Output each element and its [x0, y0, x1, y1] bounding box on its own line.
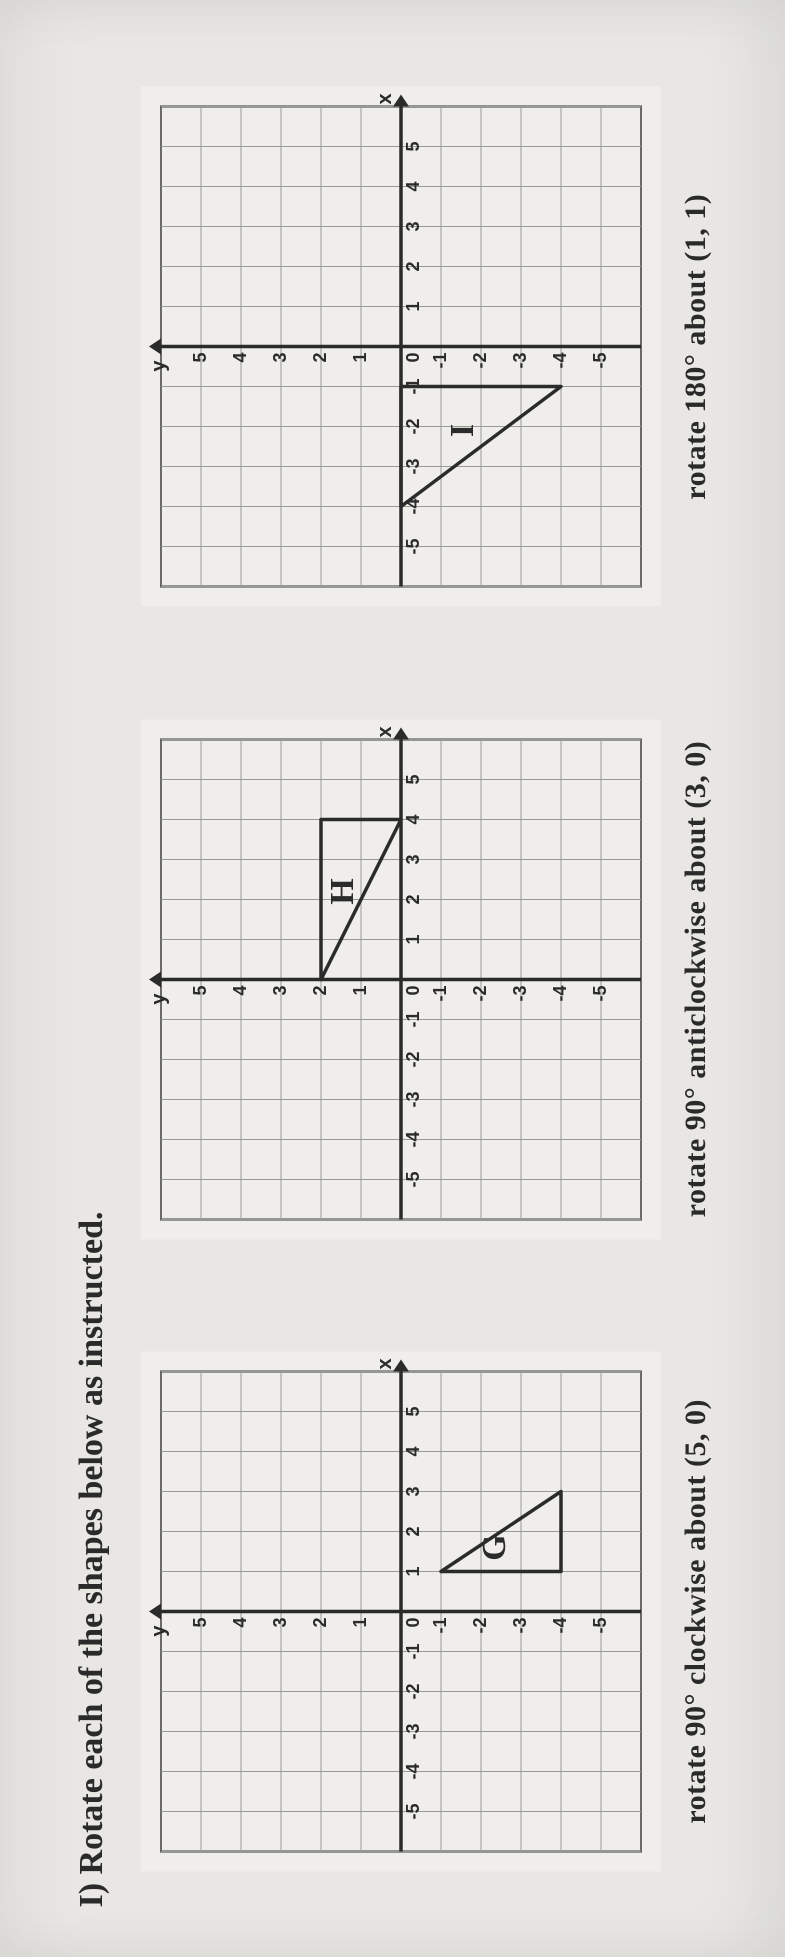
svg-text:-2: -2 — [470, 985, 490, 1001]
svg-text:5: 5 — [403, 774, 423, 784]
svg-text:-2: -2 — [403, 418, 423, 434]
panel-h: -5 -4 -3 -2 -1 1 2 3 4 5 -5 -4 -3 -2 -1 1 2 3 4 5 0 y x Hrotate… — [141, 682, 713, 1274]
svg-text:-5: -5 — [590, 985, 610, 1001]
svg-text:-3: -3 — [510, 1617, 530, 1633]
svg-text:-1: -1 — [403, 1643, 423, 1659]
svg-text:0: 0 — [403, 985, 423, 995]
svg-text:2: 2 — [403, 261, 423, 271]
svg-text:1: 1 — [403, 1566, 423, 1576]
svg-text:5: 5 — [190, 1617, 210, 1627]
svg-text:1: 1 — [350, 1617, 370, 1627]
svg-text:5: 5 — [190, 985, 210, 995]
svg-text:1: 1 — [403, 301, 423, 311]
svg-text:5: 5 — [403, 1406, 423, 1416]
svg-text:5: 5 — [190, 352, 210, 362]
svg-text:4: 4 — [230, 1617, 250, 1627]
svg-text:2: 2 — [310, 985, 330, 995]
svg-text:2: 2 — [403, 1526, 423, 1536]
svg-text:-3: -3 — [403, 1723, 423, 1739]
svg-text:-5: -5 — [403, 1803, 423, 1819]
svg-text:-3: -3 — [510, 985, 530, 1001]
svg-text:-1: -1 — [403, 1011, 423, 1027]
panel-h-caption: rotate 90° anticlockwise about (3, 0) — [679, 740, 713, 1217]
shape-label-g: G — [476, 1534, 513, 1560]
panel-i: -5-4-3-2-112345-5-4-3-2-1123450yxIrotate… — [141, 50, 713, 642]
svg-text:4: 4 — [230, 985, 250, 995]
panel-g-caption: rotate 90° clockwise about (5, 0) — [679, 1399, 713, 1824]
svg-text:2: 2 — [310, 1617, 330, 1627]
svg-text:-1: -1 — [430, 1617, 450, 1633]
svg-text:-2: -2 — [403, 1051, 423, 1067]
svg-text:5: 5 — [403, 141, 423, 151]
svg-text:4: 4 — [403, 1446, 423, 1456]
svg-text:y: y — [148, 992, 170, 1004]
svg-text:1: 1 — [350, 352, 370, 362]
svg-text:2: 2 — [403, 894, 423, 904]
shape-label-h: H — [324, 877, 361, 903]
svg-text:x: x — [374, 93, 396, 104]
panel-g: -5 -4 -3 -2 -1 1 2 3 4 5 -5 -4 -3 -2 -1 1 2 3 4 5 0 y x Grotate… — [141, 1315, 713, 1907]
svg-text:3: 3 — [403, 221, 423, 231]
svg-text:x: x — [374, 725, 396, 736]
worksheet-page: I) Rotate each of the shapes below as in… — [0, 0, 785, 1957]
svg-text:3: 3 — [403, 854, 423, 864]
svg-text:3: 3 — [270, 352, 290, 362]
svg-text:y: y — [148, 1624, 170, 1636]
rotated-content: I) Rotate each of the shapes below as in… — [43, 0, 743, 1957]
svg-text:2: 2 — [310, 352, 330, 362]
svg-text:-4: -4 — [403, 1763, 423, 1779]
svg-text:-4: -4 — [550, 352, 570, 368]
svg-text:-5: -5 — [590, 1617, 610, 1633]
svg-text:1: 1 — [403, 934, 423, 944]
svg-text:-3: -3 — [403, 458, 423, 474]
svg-text:-2: -2 — [403, 1683, 423, 1699]
svg-text:-4: -4 — [550, 985, 570, 1001]
svg-text:y: y — [148, 359, 170, 371]
svg-text:-4: -4 — [550, 1617, 570, 1633]
question-title: I) Rotate each of the shapes below as in… — [73, 40, 111, 1907]
svg-text:-4: -4 — [403, 498, 423, 514]
svg-text:4: 4 — [403, 814, 423, 824]
svg-text:-5: -5 — [590, 352, 610, 368]
svg-text:-5: -5 — [403, 538, 423, 554]
grid-row: -5 -4 -3 -2 -1 1 2 3 4 5 -5 -4 -3 -2 -1 1 2 3 4 5 0 y x Grotate… — [141, 40, 713, 1917]
svg-text:0: 0 — [403, 352, 423, 362]
svg-text:-5: -5 — [403, 1171, 423, 1187]
svg-text:3: 3 — [403, 1486, 423, 1496]
svg-text:4: 4 — [230, 352, 250, 362]
svg-text:3: 3 — [270, 985, 290, 995]
svg-text:1: 1 — [350, 985, 370, 995]
svg-text:4: 4 — [403, 181, 423, 191]
svg-text:-1: -1 — [430, 985, 450, 1001]
panel-g-grid: -5 -4 -3 -2 -1 1 2 3 4 5 -5 -4 -3 -2 -1 1 2 3 4 5 0 y x G — [141, 1351, 661, 1871]
svg-text:-4: -4 — [403, 1131, 423, 1147]
svg-text:-2: -2 — [470, 352, 490, 368]
svg-text:-3: -3 — [403, 1091, 423, 1107]
shape-label-i: I — [444, 424, 481, 437]
panel-i-caption: rotate 180° about (1, 1) — [679, 193, 713, 499]
panel-i-grid: -5-4-3-2-112345-5-4-3-2-1123450yxI — [141, 86, 661, 606]
svg-text:0: 0 — [403, 1617, 423, 1627]
svg-text:-1: -1 — [430, 352, 450, 368]
svg-text:-2: -2 — [470, 1617, 490, 1633]
svg-text:3: 3 — [270, 1617, 290, 1627]
svg-text:-3: -3 — [510, 352, 530, 368]
svg-text:x: x — [374, 1358, 396, 1369]
panel-h-grid: -5 -4 -3 -2 -1 1 2 3 4 5 -5 -4 -3 -2 -1 1 2 3 4 5 0 y x H — [141, 719, 661, 1239]
